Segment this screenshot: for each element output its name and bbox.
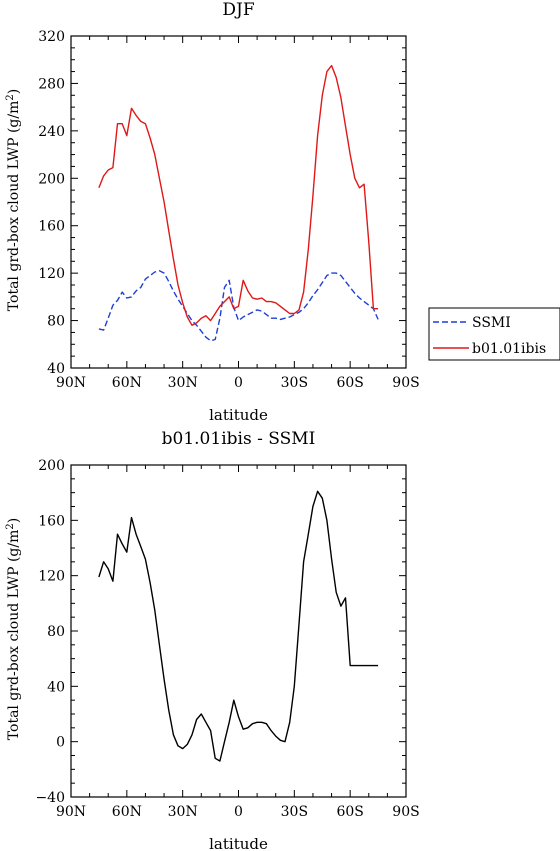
x-tick-label: 30N bbox=[168, 804, 198, 820]
y-tick-label: −40 bbox=[35, 790, 65, 806]
x-tick-label: 60S bbox=[336, 804, 363, 820]
y-tick-label: 80 bbox=[47, 314, 65, 330]
series-line-difference bbox=[98, 490, 379, 762]
chart-1: DJF 90N 60N 30N 0 30S 60S 90S 40 80 120 160 200 240 28… bbox=[5, 0, 560, 424]
series-line-b01-01ibis bbox=[98, 64, 379, 326]
y-tick-label: 80 bbox=[47, 624, 65, 640]
x-tick-label: 0 bbox=[234, 375, 243, 391]
x-tick-label: 0 bbox=[234, 804, 243, 820]
x-tick-label: 90S bbox=[392, 375, 419, 391]
y-tick-label: 40 bbox=[47, 361, 65, 377]
y-tick-label: 0 bbox=[56, 735, 65, 751]
y-tick-label: 160 bbox=[38, 513, 65, 529]
y-axis-label: Total grd-box cloud LWP (g/m2) bbox=[5, 518, 22, 740]
x-tick-label: 30S bbox=[281, 804, 308, 820]
x-tick-label: 30N bbox=[168, 375, 198, 391]
y-tick-label: 240 bbox=[38, 124, 65, 140]
x-axis-label: latitude bbox=[209, 835, 268, 851]
legend-label: SSMI bbox=[472, 315, 511, 331]
y-tick-label: 120 bbox=[38, 569, 65, 585]
plot-frame bbox=[70, 35, 407, 369]
legend-label: b01.01ibis bbox=[472, 341, 546, 357]
y-tick-label: 320 bbox=[38, 29, 65, 45]
x-tick-label: 90N bbox=[56, 375, 86, 391]
legend: SSMI b01.01ibis bbox=[428, 307, 560, 361]
y-tick-label: 200 bbox=[38, 171, 65, 187]
x-tick-label: 90N bbox=[56, 804, 86, 820]
x-axis-label: latitude bbox=[209, 406, 268, 424]
y-axis-label: Total grd-box cloud LWP (g/m2) bbox=[5, 89, 22, 311]
plot-frame bbox=[70, 464, 407, 798]
chart-title: DJF bbox=[222, 0, 254, 20]
x-tick-label: 90S bbox=[392, 804, 419, 820]
chart-title: b01.01ibis - SSMI bbox=[162, 429, 316, 449]
x-tick-label: 60N bbox=[112, 375, 142, 391]
y-tick-label: 160 bbox=[38, 219, 65, 235]
y-tick-label: 40 bbox=[47, 679, 65, 695]
y-tick-label: 200 bbox=[38, 458, 65, 474]
y-tick-label: 120 bbox=[38, 266, 65, 282]
x-tick-label: 60N bbox=[112, 804, 142, 820]
series-line-ssmi bbox=[98, 270, 379, 342]
chart-2: b01.01ibis - SSMI 90N 60N 30N 0 30S 60S 90S −40 0… bbox=[5, 429, 420, 851]
x-tick-label: 60S bbox=[336, 375, 363, 391]
x-tick-label: 30S bbox=[281, 375, 308, 391]
legend-box bbox=[428, 307, 560, 361]
y-tick-label: 280 bbox=[38, 76, 65, 92]
